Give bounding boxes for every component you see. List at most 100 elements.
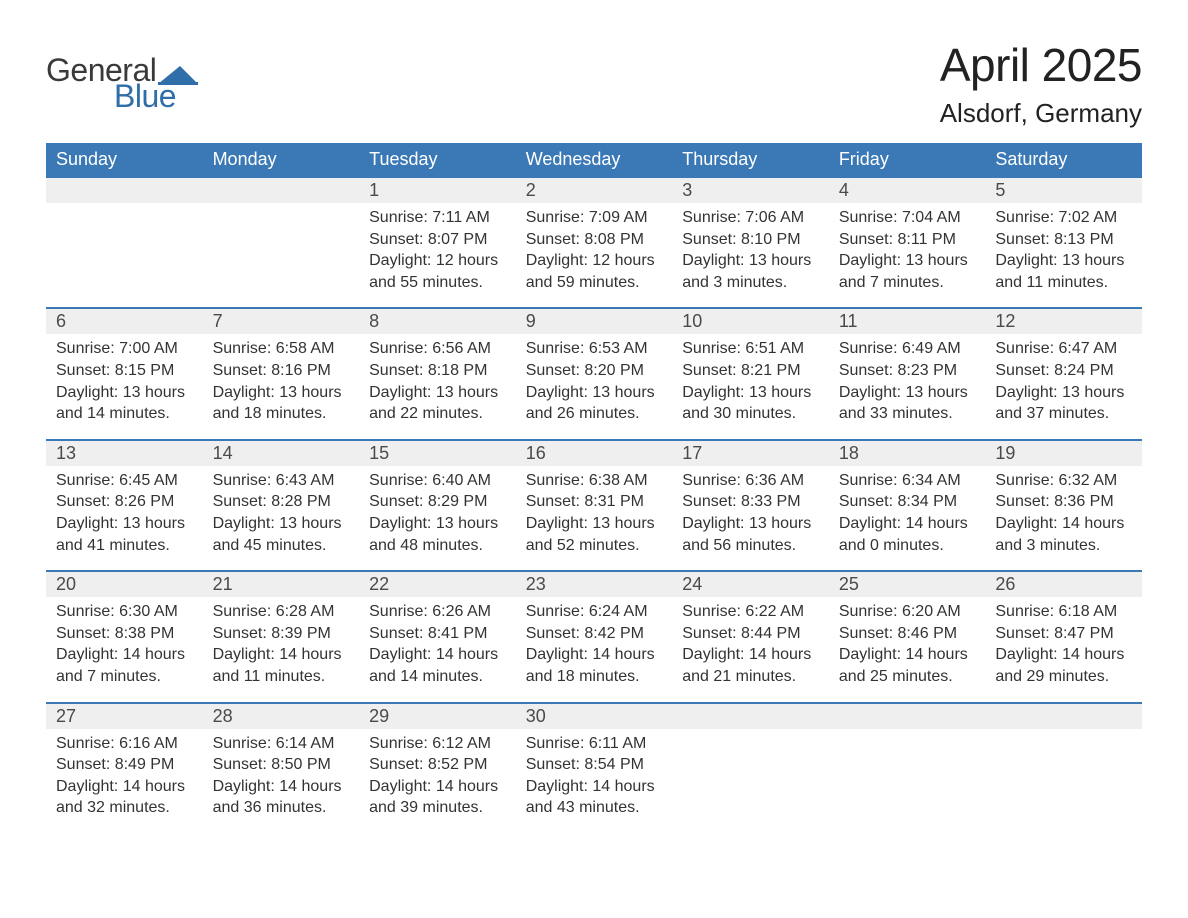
daylight-text-line2: and 21 minutes.	[682, 666, 819, 688]
sunrise-text: Sunrise: 6:18 AM	[995, 601, 1132, 623]
sunset-text: Sunset: 8:52 PM	[369, 754, 506, 776]
daylight-text-line1: Daylight: 13 hours	[682, 382, 819, 404]
day-content-cell	[672, 729, 829, 833]
daylight-text-line2: and 29 minutes.	[995, 666, 1132, 688]
day-content-cell: Sunrise: 6:11 AMSunset: 8:54 PMDaylight:…	[516, 729, 673, 833]
weekday-header: Monday	[203, 143, 360, 177]
sunrise-text: Sunrise: 6:34 AM	[839, 470, 976, 492]
sunrise-text: Sunrise: 6:47 AM	[995, 338, 1132, 360]
day-number-cell: 8	[359, 308, 516, 334]
day-content-cell: Sunrise: 6:24 AMSunset: 8:42 PMDaylight:…	[516, 597, 673, 702]
day-content-cell: Sunrise: 7:04 AMSunset: 8:11 PMDaylight:…	[829, 203, 986, 308]
daylight-text-line2: and 48 minutes.	[369, 535, 506, 557]
logo-text-blue: Blue	[46, 80, 198, 112]
day-number-cell: 14	[203, 440, 360, 466]
daylight-text-line1: Daylight: 13 hours	[526, 513, 663, 535]
daylight-text-line1: Daylight: 14 hours	[682, 644, 819, 666]
daylight-text-line1: Daylight: 13 hours	[839, 382, 976, 404]
daylight-text-line2: and 7 minutes.	[56, 666, 193, 688]
sunrise-text: Sunrise: 6:38 AM	[526, 470, 663, 492]
day-content-cell: Sunrise: 6:36 AMSunset: 8:33 PMDaylight:…	[672, 466, 829, 571]
sunrise-text: Sunrise: 6:30 AM	[56, 601, 193, 623]
daylight-text-line1: Daylight: 14 hours	[995, 513, 1132, 535]
sunrise-text: Sunrise: 6:36 AM	[682, 470, 819, 492]
day-content-cell: Sunrise: 6:26 AMSunset: 8:41 PMDaylight:…	[359, 597, 516, 702]
day-number-cell	[203, 177, 360, 203]
sunset-text: Sunset: 8:46 PM	[839, 623, 976, 645]
sunrise-text: Sunrise: 6:49 AM	[839, 338, 976, 360]
content-row: Sunrise: 6:30 AMSunset: 8:38 PMDaylight:…	[46, 597, 1142, 702]
sunset-text: Sunset: 8:54 PM	[526, 754, 663, 776]
daylight-text-line1: Daylight: 12 hours	[526, 250, 663, 272]
sunrise-text: Sunrise: 6:53 AM	[526, 338, 663, 360]
daylight-text-line2: and 45 minutes.	[213, 535, 350, 557]
day-content-cell: Sunrise: 6:40 AMSunset: 8:29 PMDaylight:…	[359, 466, 516, 571]
day-content-cell: Sunrise: 7:00 AMSunset: 8:15 PMDaylight:…	[46, 334, 203, 439]
content-row: Sunrise: 6:16 AMSunset: 8:49 PMDaylight:…	[46, 729, 1142, 833]
sunset-text: Sunset: 8:50 PM	[213, 754, 350, 776]
weekday-header: Wednesday	[516, 143, 673, 177]
day-content-cell: Sunrise: 6:53 AMSunset: 8:20 PMDaylight:…	[516, 334, 673, 439]
sunrise-text: Sunrise: 6:14 AM	[213, 733, 350, 755]
sunset-text: Sunset: 8:31 PM	[526, 491, 663, 513]
day-content-cell: Sunrise: 6:20 AMSunset: 8:46 PMDaylight:…	[829, 597, 986, 702]
day-content-cell: Sunrise: 6:49 AMSunset: 8:23 PMDaylight:…	[829, 334, 986, 439]
daylight-text-line2: and 56 minutes.	[682, 535, 819, 557]
day-content-cell	[985, 729, 1142, 833]
sunrise-text: Sunrise: 6:56 AM	[369, 338, 506, 360]
day-content-cell: Sunrise: 6:12 AMSunset: 8:52 PMDaylight:…	[359, 729, 516, 833]
day-content-cell: Sunrise: 6:43 AMSunset: 8:28 PMDaylight:…	[203, 466, 360, 571]
daylight-text-line1: Daylight: 13 hours	[56, 513, 193, 535]
day-number-cell: 19	[985, 440, 1142, 466]
daynum-row: 6789101112	[46, 308, 1142, 334]
day-number-cell: 28	[203, 703, 360, 729]
daylight-text-line1: Daylight: 14 hours	[213, 776, 350, 798]
sunset-text: Sunset: 8:23 PM	[839, 360, 976, 382]
day-number-cell: 25	[829, 571, 986, 597]
sunrise-text: Sunrise: 6:22 AM	[682, 601, 819, 623]
day-content-cell	[829, 729, 986, 833]
weekday-header-row: SundayMondayTuesdayWednesdayThursdayFrid…	[46, 143, 1142, 177]
sunrise-text: Sunrise: 6:40 AM	[369, 470, 506, 492]
location-label: Alsdorf, Germany	[940, 98, 1142, 129]
day-number-cell: 26	[985, 571, 1142, 597]
sunrise-text: Sunrise: 6:20 AM	[839, 601, 976, 623]
sunset-text: Sunset: 8:44 PM	[682, 623, 819, 645]
sunrise-text: Sunrise: 6:43 AM	[213, 470, 350, 492]
daylight-text-line2: and 3 minutes.	[682, 272, 819, 294]
daylight-text-line1: Daylight: 14 hours	[839, 513, 976, 535]
sunrise-text: Sunrise: 6:16 AM	[56, 733, 193, 755]
day-number-cell: 23	[516, 571, 673, 597]
day-content-cell: Sunrise: 7:02 AMSunset: 8:13 PMDaylight:…	[985, 203, 1142, 308]
daylight-text-line1: Daylight: 14 hours	[526, 644, 663, 666]
weekday-header: Friday	[829, 143, 986, 177]
day-number-cell: 9	[516, 308, 673, 334]
daylight-text-line2: and 41 minutes.	[56, 535, 193, 557]
day-content-cell	[203, 203, 360, 308]
day-content-cell: Sunrise: 6:14 AMSunset: 8:50 PMDaylight:…	[203, 729, 360, 833]
daylight-text-line2: and 37 minutes.	[995, 403, 1132, 425]
sunrise-text: Sunrise: 6:11 AM	[526, 733, 663, 755]
content-row: Sunrise: 7:00 AMSunset: 8:15 PMDaylight:…	[46, 334, 1142, 439]
daylight-text-line1: Daylight: 13 hours	[526, 382, 663, 404]
day-number-cell: 5	[985, 177, 1142, 203]
daylight-text-line2: and 32 minutes.	[56, 797, 193, 819]
day-number-cell: 20	[46, 571, 203, 597]
day-number-cell: 21	[203, 571, 360, 597]
day-content-cell: Sunrise: 6:30 AMSunset: 8:38 PMDaylight:…	[46, 597, 203, 702]
page-header: General Blue April 2025 Alsdorf, Germany	[46, 38, 1142, 129]
sunset-text: Sunset: 8:34 PM	[839, 491, 976, 513]
weekday-header: Saturday	[985, 143, 1142, 177]
daylight-text-line1: Daylight: 14 hours	[213, 644, 350, 666]
day-content-cell	[46, 203, 203, 308]
day-content-cell: Sunrise: 7:06 AMSunset: 8:10 PMDaylight:…	[672, 203, 829, 308]
daylight-text-line2: and 22 minutes.	[369, 403, 506, 425]
day-content-cell: Sunrise: 6:56 AMSunset: 8:18 PMDaylight:…	[359, 334, 516, 439]
sunset-text: Sunset: 8:15 PM	[56, 360, 193, 382]
daylight-text-line1: Daylight: 13 hours	[682, 513, 819, 535]
day-content-cell: Sunrise: 6:58 AMSunset: 8:16 PMDaylight:…	[203, 334, 360, 439]
sunset-text: Sunset: 8:28 PM	[213, 491, 350, 513]
logo: General Blue	[46, 38, 198, 112]
weekday-header: Sunday	[46, 143, 203, 177]
daylight-text-line2: and 43 minutes.	[526, 797, 663, 819]
